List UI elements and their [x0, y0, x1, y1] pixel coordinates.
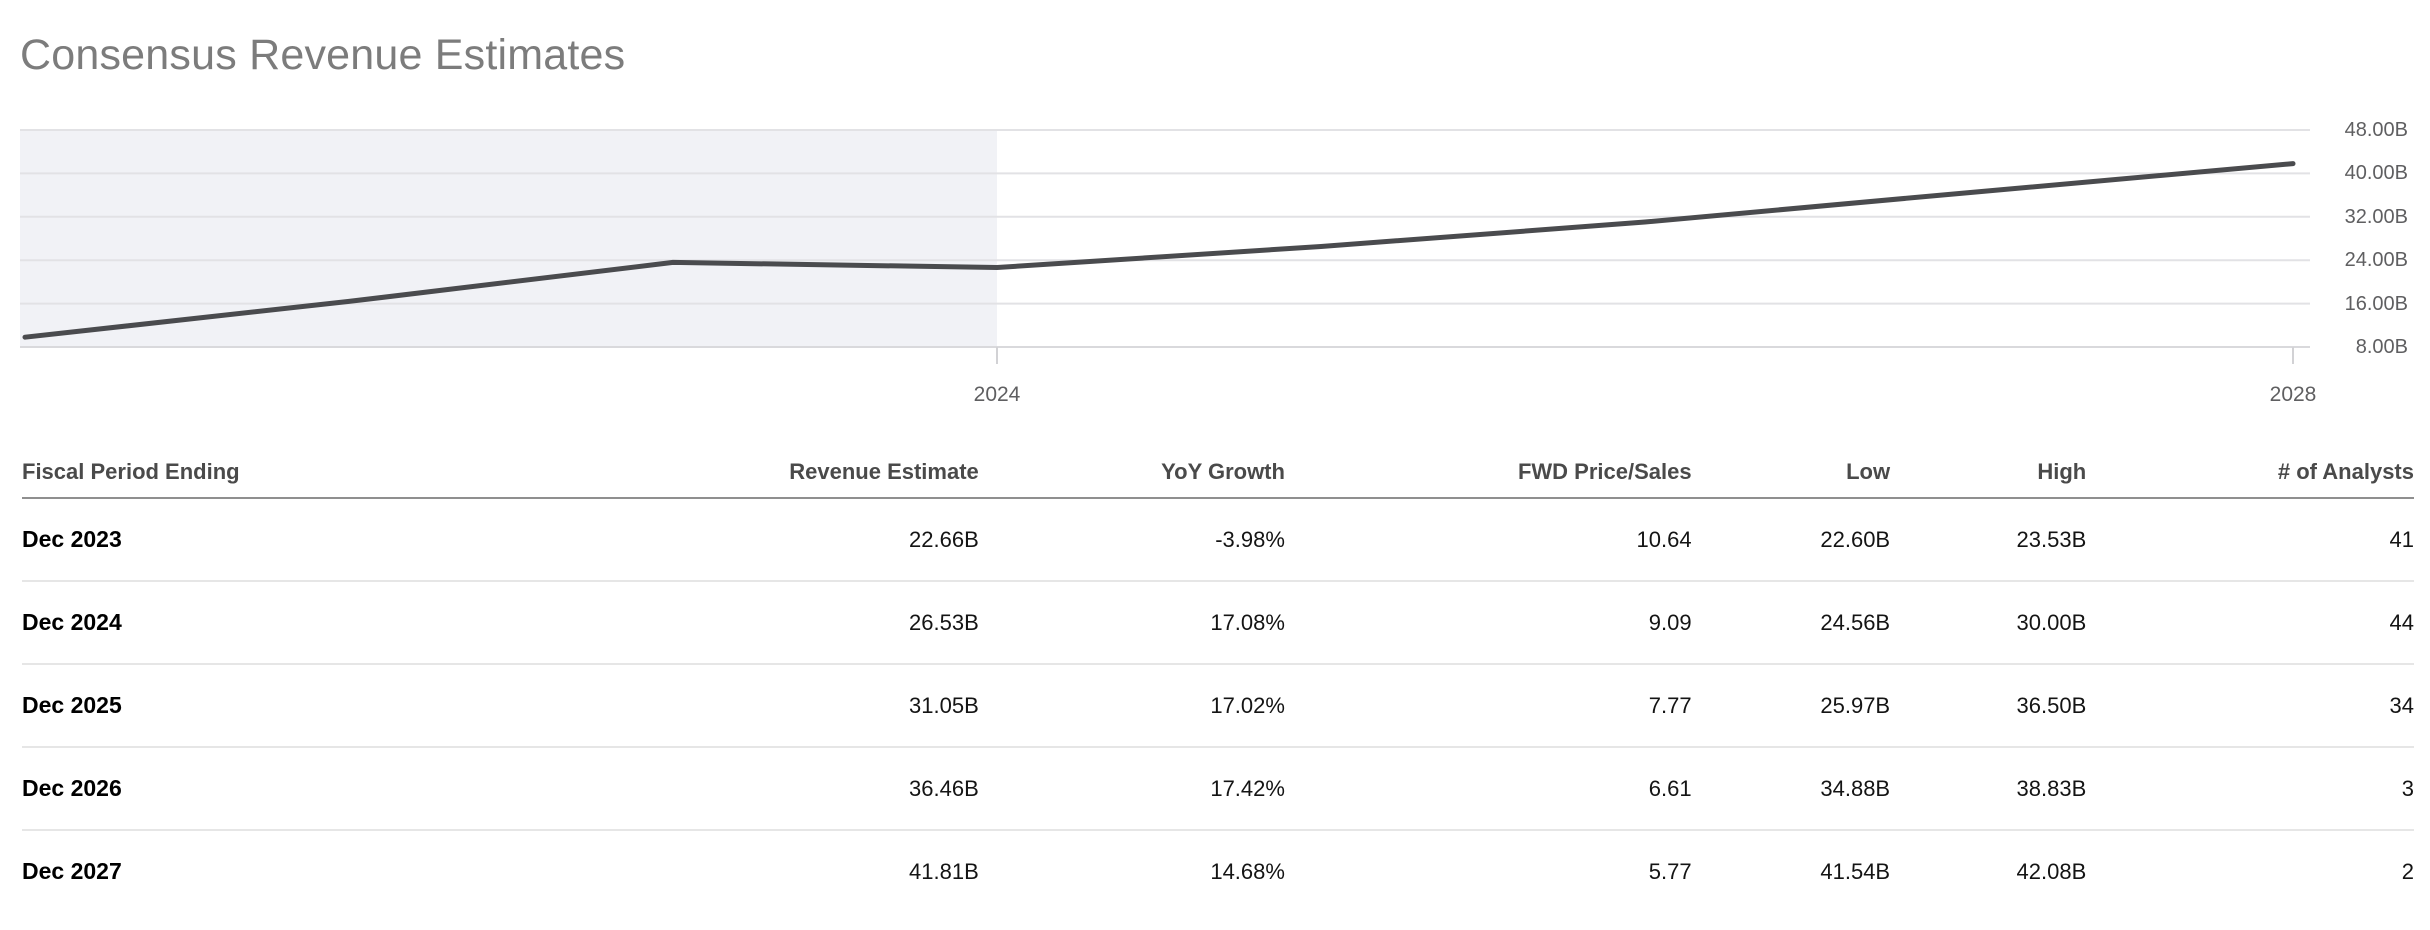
value-cell: 7.77 [1284, 664, 1692, 748]
fiscal-period-cell: Dec 2023 [22, 498, 472, 582]
table-row: Dec 2023 22.66B -3.98% 10.64 22.60B 23.53B 41 [22, 498, 2414, 582]
value-cell: 36.46B [471, 747, 979, 831]
fiscal-period-cell: Dec 2024 [22, 581, 472, 665]
value-cell: 14.68% [1210, 858, 1285, 884]
column-header-fwd-price-sales: FWD Price/Sales [1284, 447, 1692, 499]
value-cell: 17.08% [978, 581, 1285, 665]
value-cell: 3 [2086, 747, 2414, 831]
revenue-line [22, 161, 2296, 340]
column-header-yoy-growth: YoY Growth [978, 447, 1285, 499]
value-cell: 26.53B [471, 581, 979, 665]
y-axis-label: 32.00B [2344, 206, 2408, 228]
y-axis-label: 48.00B [2344, 119, 2408, 141]
value-cell: 38.83B [1890, 747, 2087, 831]
value-cell: 6.61 [1284, 747, 1692, 831]
value-cell: 24.56B [1691, 581, 1891, 665]
value-cell: 34 [2086, 664, 2414, 748]
column-header-revenue-estimate: Revenue Estimate [471, 447, 979, 499]
x-axis-label: 2024 [973, 383, 1021, 406]
value-cell: 22.60B [1691, 498, 1891, 582]
y-axis-label: 24.00B [2344, 249, 2408, 271]
fiscal-period-cell: Dec 2025 [22, 664, 472, 748]
estimates-table-wrap: Fiscal Period Ending Revenue Estimate YoY … [22, 447, 2414, 912]
column-header-fiscal-period-ending: Fiscal Period Ending [22, 447, 472, 499]
value-cell: 36.50B [1890, 664, 2087, 748]
table-header-row: Fiscal Period Ending Revenue Estimate YoY … [22, 447, 2414, 499]
value-cell: 25.97B [1691, 664, 1891, 748]
value-cell: 9.09 [1284, 581, 1692, 665]
value-cell: 2 [2401, 858, 2414, 884]
y-axis-label: 8.00B [2355, 336, 2408, 358]
value-cell: 41 [2086, 498, 2414, 582]
value-cell: 44 [2086, 581, 2414, 665]
value-cell: -3.98% [978, 498, 1285, 582]
value-cell: 17.02% [978, 664, 1285, 748]
y-axis-label: 16.00B [2344, 293, 2408, 315]
table-row: Dec 2025 31.05B 17.02% 7.77 25.97B 36.50B 34 [22, 664, 2414, 748]
value-cell: 41.81B [909, 858, 979, 884]
table-body: Dec 2023 22.66B -3.98% 10.64 22.60B 23.53B 41 D… [22, 498, 2414, 912]
value-cell: 30.00B [1890, 581, 2087, 665]
page-title: Consensus Revenue Estimates [20, 30, 626, 79]
estimates-table: Fiscal Period Ending Revenue Estimate YoY … [22, 447, 2414, 912]
value-cell: 34.88B [1691, 747, 1891, 831]
fiscal-period-cell: Dec 2027 [22, 858, 122, 884]
column-header-of-analysts: # of Analysts [2086, 447, 2414, 499]
value-cell: 17.42% [978, 747, 1285, 831]
value-cell: 5.77 [1648, 858, 1692, 884]
revenue-estimates-chart: 8.00B 16.00B 24.00B 32.00B 40.00B 48.00B 2024 2… [0, 0, 2430, 420]
fiscal-period-cell: Dec 2026 [22, 747, 472, 831]
historical-shaded-region [20, 130, 997, 347]
value-cell: 23.53B [1890, 498, 2087, 582]
table-row: Dec 2026 36.46B 17.42% 6.61 34.88B 38.83B 3 [22, 747, 2414, 831]
value-cell: 31.05B [471, 664, 979, 748]
y-axis-label: 40.00B [2344, 162, 2408, 184]
column-header-low: Low [1691, 447, 1891, 499]
value-cell: 41.54B [1820, 858, 1891, 884]
value-cell: 42.08B [2016, 858, 2087, 884]
table-row: Dec 2024 26.53B 17.08% 9.09 24.56B 30.00B 44 [22, 581, 2414, 665]
value-cell: 22.66B [471, 498, 979, 582]
x-axis-label: 2028 [2269, 383, 2317, 406]
table-row: Dec 2027 41.81B 14.68% 5.77 41.54B 42.08B 2 [22, 830, 2414, 912]
column-header-high: High [1890, 447, 2087, 499]
value-cell: 10.64 [1284, 498, 1692, 582]
